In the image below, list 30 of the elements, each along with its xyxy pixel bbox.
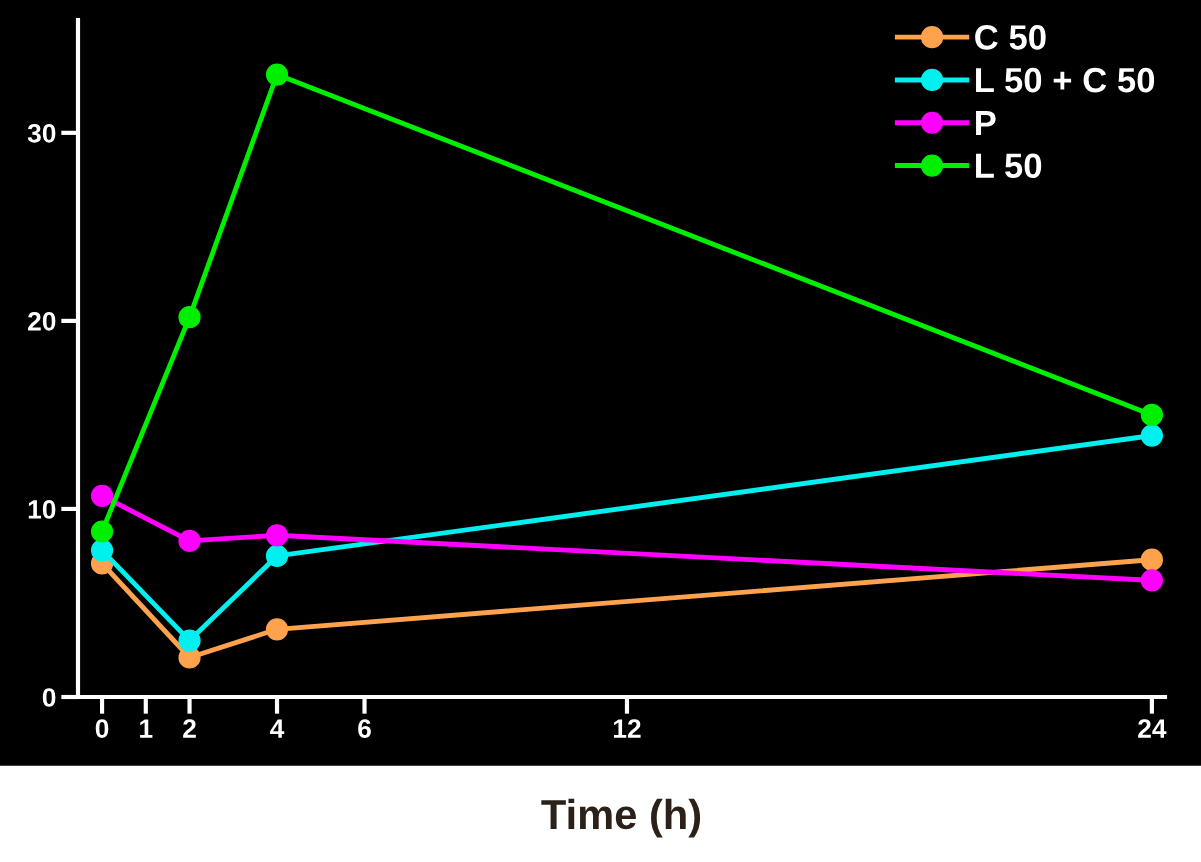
- point: [1140, 548, 1163, 571]
- point: [265, 63, 289, 86]
- x-tick-label: 24: [1138, 719, 1167, 738]
- point: [1140, 424, 1163, 447]
- point: [178, 306, 201, 329]
- legend-label: C 50: [975, 25, 1046, 50]
- legend-label: L 50: [976, 153, 1042, 179]
- point: [1140, 569, 1163, 592]
- x-tick-label: 4: [270, 719, 285, 738]
- point: [265, 524, 289, 547]
- point: [178, 529, 201, 553]
- point: [90, 539, 114, 562]
- y-tick-label: 20: [28, 312, 56, 331]
- x-tick-label: 6: [358, 719, 371, 738]
- x-tick-label: 1: [140, 719, 153, 738]
- point: [90, 520, 114, 543]
- point: [1140, 403, 1163, 427]
- x-tick-label: 2: [183, 719, 196, 738]
- y-tick-label: 0: [42, 688, 56, 707]
- y-tick-label: 30: [27, 123, 56, 143]
- x-tick-label: 12: [613, 719, 641, 738]
- legend-label: P: [976, 111, 996, 135]
- point: [265, 618, 289, 641]
- point: [90, 484, 114, 507]
- point: [265, 544, 289, 568]
- legend-label: L 50 + C 50: [976, 67, 1155, 93]
- x-axis-title: Time (h): [541, 798, 701, 838]
- y-tick-label: 10: [28, 500, 56, 519]
- point: [178, 629, 201, 652]
- x-tick-label: 0: [95, 719, 109, 738]
